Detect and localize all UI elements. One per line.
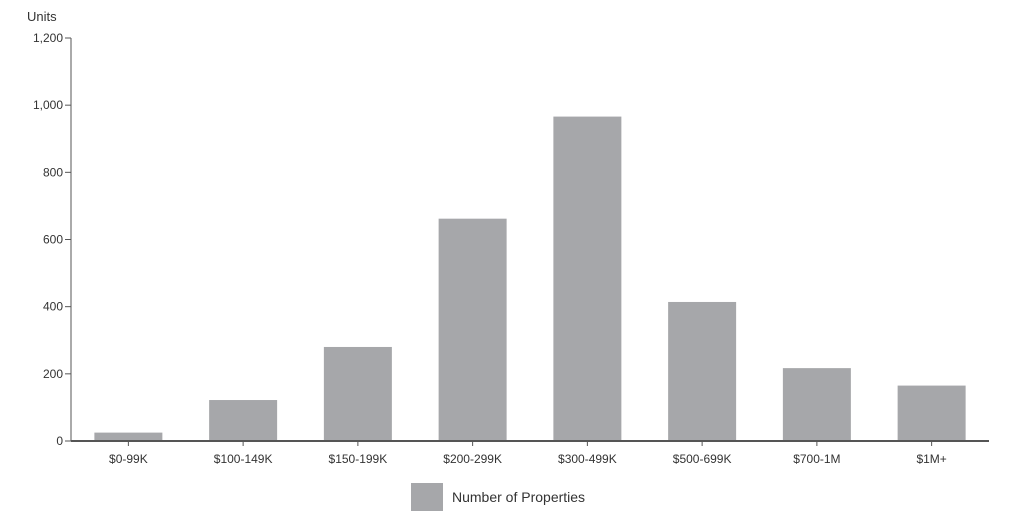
x-tick-label: $150-199K [329, 452, 388, 466]
x-tick-label: $500-699K [673, 452, 732, 466]
bar [782, 368, 851, 441]
y-tick-label: 800 [43, 165, 63, 179]
y-tick-label: 1,000 [33, 98, 63, 112]
y-tick-label: 600 [43, 233, 63, 247]
bar [209, 400, 278, 441]
legend-swatch [411, 483, 443, 511]
bars [94, 116, 966, 442]
x-tick-label: $0-99K [109, 452, 148, 466]
y-axis-label: Units [27, 9, 57, 24]
legend: Number of Properties [411, 483, 585, 511]
bar [668, 301, 737, 441]
bar [897, 385, 966, 441]
x-tick-label: $1M+ [916, 452, 946, 466]
bar [323, 346, 392, 441]
legend-label: Number of Properties [452, 489, 585, 505]
x-axis-ticks: $0-99K $100-149K $150-199K $200-299K $300-49… [109, 441, 947, 466]
y-axis-ticks: 1,200 1,000 800 600 400 200 0 [33, 31, 71, 448]
x-tick-label: $700-1M [793, 452, 840, 466]
x-tick-label: $200-299K [443, 452, 502, 466]
y-tick-label: 400 [43, 300, 63, 314]
y-tick-label: 200 [43, 367, 63, 381]
bar [553, 116, 622, 442]
x-tick-label: $100-149K [214, 452, 273, 466]
y-tick-label: 0 [56, 434, 63, 448]
x-tick-label: $300-499K [558, 452, 617, 466]
y-tick-label: 1,200 [33, 31, 63, 45]
bar [438, 218, 507, 441]
bar [94, 432, 163, 441]
